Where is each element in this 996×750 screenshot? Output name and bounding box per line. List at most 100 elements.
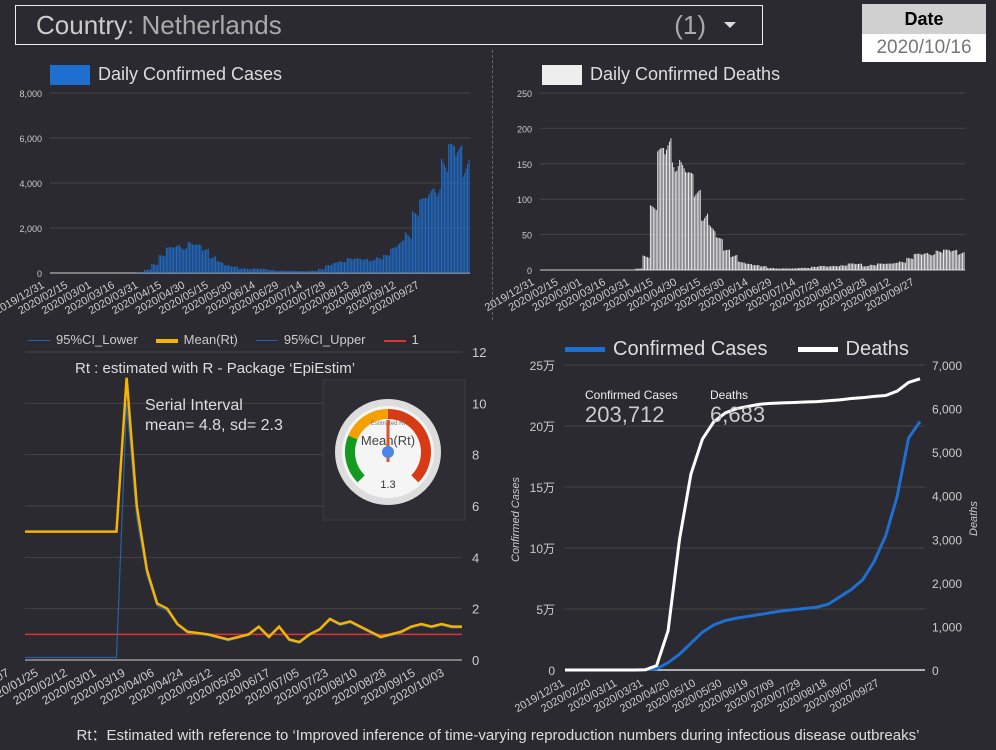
bar: [655, 210, 657, 270]
bar: [286, 270, 288, 273]
bar: [866, 266, 868, 270]
bar: [235, 266, 237, 273]
bar: [641, 268, 643, 270]
country-filter-label: Country: [36, 9, 128, 40]
bar: [888, 263, 890, 270]
bar: [304, 271, 306, 273]
bar: [940, 252, 942, 270]
bar: [322, 269, 324, 273]
bar: [145, 269, 147, 273]
bar: [176, 246, 177, 273]
bar: [288, 270, 290, 273]
bar: [346, 257, 348, 273]
bar: [677, 165, 679, 270]
bar: [859, 263, 861, 270]
bar: [186, 248, 188, 273]
bar: [720, 238, 722, 270]
bar: [323, 269, 325, 273]
bar: [884, 263, 886, 270]
bar: [293, 270, 295, 273]
bar: [712, 229, 714, 270]
bar: [399, 243, 400, 273]
bar: [299, 271, 301, 273]
bar: [290, 270, 292, 273]
legend-item: 1: [383, 332, 419, 347]
bar: [904, 262, 906, 270]
bar: [699, 189, 701, 270]
bar: [931, 255, 933, 270]
bar: [847, 263, 849, 270]
legend-swatch: [50, 64, 90, 85]
bar: [729, 249, 731, 270]
bar: [743, 262, 745, 270]
bar: [432, 188, 434, 273]
bar: [174, 247, 176, 273]
bar: [178, 244, 180, 273]
y-tick-label: 6: [472, 499, 479, 514]
bar: [840, 265, 842, 270]
bar: [281, 270, 283, 273]
bar: [141, 272, 143, 273]
bar: [767, 268, 769, 270]
bar: [821, 265, 823, 270]
bar: [844, 265, 846, 270]
bar: [796, 268, 798, 270]
right-tick-label: 2,000: [932, 577, 962, 591]
chevron-down-icon[interactable]: [724, 22, 736, 28]
bar: [467, 164, 469, 273]
bar: [795, 268, 796, 270]
bar: [793, 268, 795, 270]
bar: [648, 257, 650, 270]
bar: [181, 248, 183, 273]
bar: [231, 266, 232, 273]
bar: [393, 247, 395, 273]
bar: [187, 241, 189, 273]
y-tick-label: 4,000: [19, 179, 42, 189]
bar: [896, 262, 898, 270]
bar: [830, 266, 832, 270]
bar: [429, 193, 431, 273]
bar: [377, 257, 379, 273]
bar: [325, 265, 327, 273]
bar: [400, 242, 402, 273]
bar: [261, 268, 263, 273]
bar: [701, 220, 703, 270]
bar: [928, 254, 930, 270]
serial-interval-title: Serial Interval: [145, 397, 243, 414]
country-filter-value: Netherlands: [141, 9, 282, 40]
bar: [833, 265, 835, 270]
serial-interval-params: mean= 4.8, sd= 2.3: [145, 417, 283, 434]
bar: [191, 244, 193, 273]
bar: [329, 265, 331, 273]
bar: [271, 269, 273, 273]
y-tick-label: 4: [472, 550, 479, 565]
bar: [204, 249, 206, 273]
bar: [365, 259, 367, 273]
bar: [666, 149, 667, 270]
y-tick-label: 2: [472, 602, 479, 617]
bar: [220, 262, 222, 273]
bar: [792, 268, 794, 270]
deaths-scorecard: Deaths 6,683: [710, 388, 765, 428]
bar: [667, 145, 669, 270]
bar: [446, 171, 448, 273]
bar: [384, 254, 386, 273]
bar: [245, 268, 247, 273]
bar: [663, 148, 665, 270]
bar: [147, 269, 148, 273]
bar: [160, 255, 162, 273]
bar: [430, 190, 432, 273]
bar: [349, 258, 351, 273]
bar: [707, 213, 709, 270]
bar: [922, 254, 924, 270]
bar: [714, 231, 716, 270]
country-filter[interactable]: Country: Netherlands (1): [15, 5, 763, 45]
bar: [945, 249, 947, 270]
bar: [951, 250, 953, 270]
bar: [348, 258, 350, 273]
bar: [345, 261, 347, 273]
bar: [941, 252, 943, 270]
y-tick-label: 2,000: [19, 224, 42, 234]
bar: [636, 268, 638, 270]
bar: [689, 172, 691, 270]
